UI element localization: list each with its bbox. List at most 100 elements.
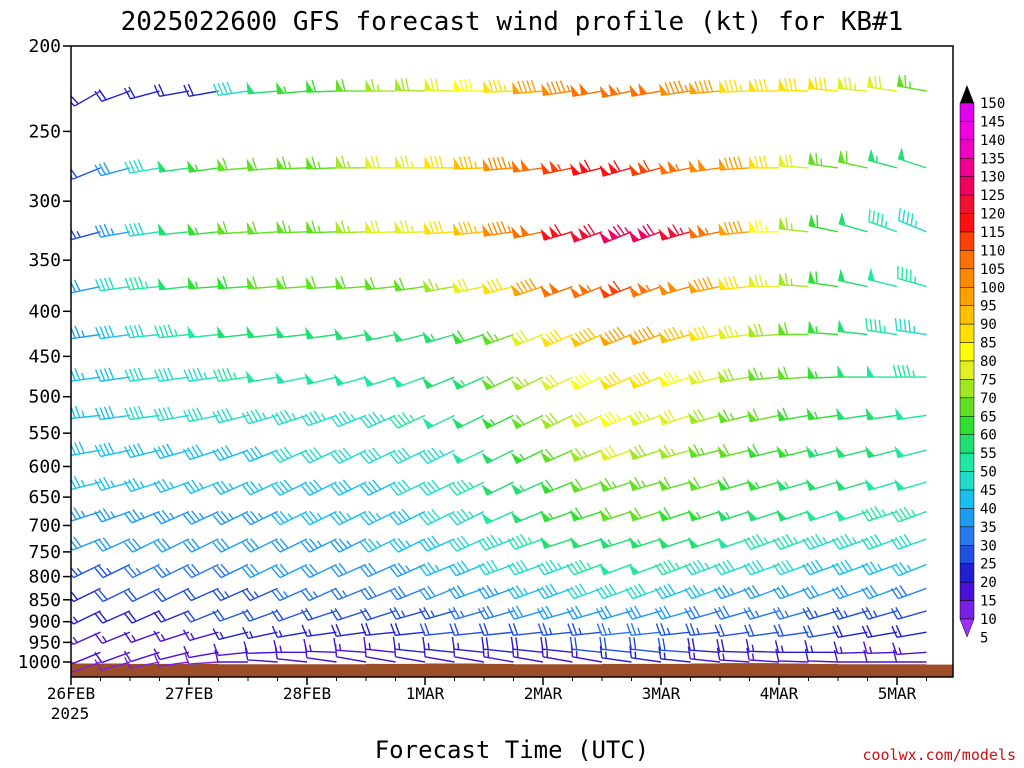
colorbar-box — [959, 434, 975, 454]
wind-barb — [333, 637, 367, 654]
wind-barb — [363, 374, 396, 388]
wind-barb — [419, 447, 455, 464]
wind-barb — [243, 641, 278, 655]
wind-barb — [569, 478, 603, 494]
wind-barb — [718, 275, 750, 291]
wind-barb — [895, 407, 927, 421]
colorbar-min-arrow — [959, 618, 975, 638]
wind-barb — [212, 563, 249, 579]
wind-barb — [153, 630, 190, 643]
wind-barb — [364, 644, 396, 663]
colorbar-label: 145 — [980, 114, 1005, 130]
wind-barb — [837, 365, 868, 378]
wind-barb — [778, 216, 809, 233]
wind-barb — [569, 536, 603, 549]
wind-barb — [124, 656, 160, 669]
wind-barb — [212, 628, 249, 641]
wind-barb — [334, 327, 367, 341]
wind-barb — [689, 79, 721, 95]
wind-barb — [808, 320, 839, 336]
wind-barb — [124, 276, 160, 291]
wind-barb — [306, 220, 337, 234]
wind-barb — [507, 559, 544, 576]
wind-barb — [773, 623, 809, 638]
wind-barb — [449, 622, 485, 636]
wind-barb — [717, 509, 750, 522]
wind-barb — [804, 648, 839, 663]
colorbar-label: 10 — [980, 612, 997, 628]
wind-barb — [743, 533, 780, 550]
wind-barb — [658, 224, 691, 241]
colorbar-label: 30 — [980, 538, 997, 554]
wind-barb — [776, 407, 809, 422]
wind-barb — [481, 331, 514, 346]
wind-barb — [418, 535, 455, 552]
wind-barb — [892, 364, 927, 378]
wind-barb — [335, 220, 367, 234]
wind-barb — [716, 639, 750, 654]
wind-barb — [569, 223, 603, 243]
colorbar-label: 150 — [980, 96, 1005, 112]
wind-barb — [95, 325, 131, 340]
wind-barb — [566, 583, 603, 600]
wind-barb — [123, 509, 160, 524]
wind-barb — [510, 414, 544, 430]
wind-barb — [867, 148, 898, 169]
wind-barb — [330, 607, 367, 621]
wind-barb — [418, 561, 455, 577]
wind-barb — [628, 326, 662, 346]
wind-barb — [658, 280, 691, 296]
wind-barb — [94, 563, 131, 579]
wind-barb — [802, 584, 839, 600]
wind-barb — [654, 559, 691, 576]
wind-barb — [540, 329, 573, 348]
wind-barbs-layer — [71, 74, 927, 673]
wind-barb — [419, 508, 455, 526]
colorbar-label: 90 — [980, 317, 997, 333]
wind-barb — [451, 330, 485, 345]
wind-barb — [212, 587, 249, 602]
y-tick-label: 850 — [28, 590, 61, 611]
wind-barb — [187, 276, 219, 290]
colorbar-label: 125 — [980, 188, 1005, 204]
wind-barb — [94, 651, 131, 664]
wind-barb — [684, 559, 721, 576]
wind-barb — [657, 637, 691, 654]
wind-barb — [333, 373, 367, 387]
x-axis: 26FEB 27FEB 28FEB 1MAR 2MAR 3MAR 4MAR 5MAR — [47, 677, 927, 703]
wind-barb — [94, 89, 131, 102]
wind-barb — [836, 407, 868, 421]
wind-barb — [306, 156, 337, 170]
wind-barb — [802, 625, 839, 639]
wind-barb — [157, 277, 190, 291]
wind-barb — [861, 606, 898, 620]
wind-barb — [743, 559, 780, 576]
wind-barb — [448, 479, 485, 496]
wind-barb — [894, 317, 927, 336]
wind-barb — [510, 510, 544, 524]
wind-barb — [508, 622, 544, 636]
y-tick-label: 800 — [28, 567, 61, 588]
wind-barb — [71, 610, 101, 625]
wind-barb — [481, 375, 514, 391]
x-axis-title: Forecast Time (UTC) — [375, 736, 650, 764]
colorbar-label: 140 — [980, 133, 1005, 149]
x-tick-label: 28FEB — [283, 684, 331, 703]
colorbar-label: 35 — [980, 520, 997, 536]
wind-barb — [482, 156, 514, 172]
wind-barb — [242, 626, 278, 640]
wind-barb — [482, 644, 514, 663]
wind-barb — [183, 645, 219, 659]
wind-barb — [540, 636, 573, 654]
wind-barb — [359, 607, 396, 621]
wind-barb — [890, 561, 927, 577]
wind-barb — [772, 606, 809, 620]
wind-barb — [123, 442, 160, 459]
wind-barb — [540, 510, 573, 523]
wind-barb — [569, 636, 603, 654]
wind-barb — [658, 536, 691, 549]
wind-barb — [71, 334, 72, 336]
wind-barb — [276, 156, 308, 170]
wind-barb — [774, 640, 809, 654]
